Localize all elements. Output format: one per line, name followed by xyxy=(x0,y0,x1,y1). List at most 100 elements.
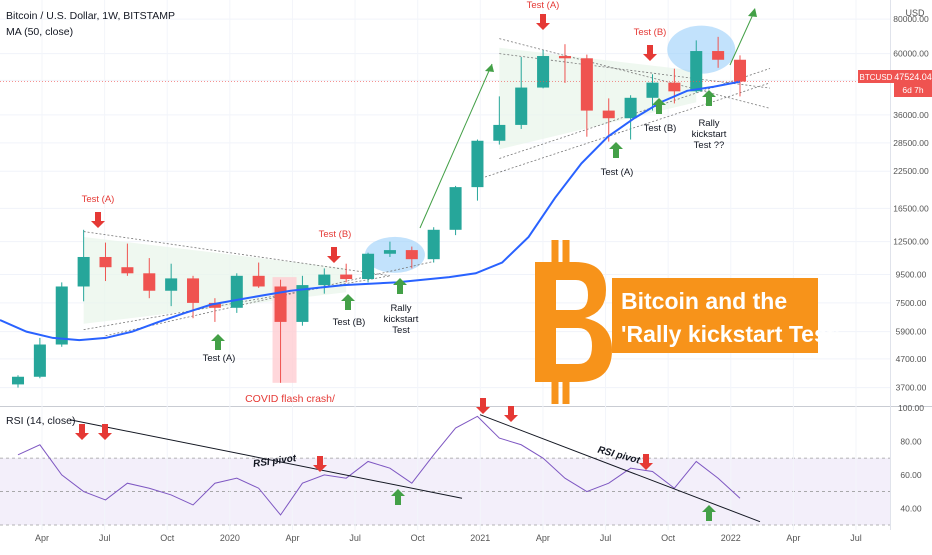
rsi-red-arrow-icon xyxy=(476,398,490,414)
candle-body xyxy=(143,273,156,291)
price-tick-label: 28500.00 xyxy=(893,138,929,148)
rsi-pivot-line-2 xyxy=(479,414,761,523)
price-tick-label: 9500.00 xyxy=(896,270,927,280)
annotation-rally-2021-l2: kickstart xyxy=(692,129,727,140)
candle-body xyxy=(33,344,46,377)
price-tick-label: 4700.00 xyxy=(896,354,927,364)
green-arrow-icon xyxy=(211,334,225,350)
rsi-tick-label: 100.00 xyxy=(898,403,924,413)
annotation-test-b-bottom-2021: Test (B) xyxy=(644,123,677,134)
annotation-rally-2020-l1: Rally xyxy=(390,303,411,314)
annotation-test-a-top-2021: Test (A) xyxy=(527,0,560,11)
rsi-red-arrow-icon xyxy=(639,454,653,470)
red-arrow-icon xyxy=(643,45,657,61)
candle-body xyxy=(449,187,462,230)
price-tick-label: 3700.00 xyxy=(896,383,927,393)
red-arrow-icon xyxy=(327,247,341,263)
banner-line-2: 'Rally kickstart Test' xyxy=(621,321,840,347)
price-tick-label: 12500.00 xyxy=(893,237,929,247)
chart-title: Bitcoin / U.S. Dollar, 1W, BITSTAMP xyxy=(6,10,175,22)
candle-body xyxy=(252,275,265,287)
projection-arrow-head-icon xyxy=(748,8,757,17)
channel-top-2019 xyxy=(83,231,390,277)
green-arrow-icon xyxy=(609,142,623,158)
candle-body xyxy=(296,285,309,322)
channel-lower-2019 xyxy=(105,261,434,337)
candle-body xyxy=(427,229,440,260)
ma-legend: MA (50, close) xyxy=(6,26,73,38)
candle-body xyxy=(274,286,287,322)
green-arrow-icon xyxy=(702,90,716,106)
x-tick-label: Jul xyxy=(600,533,612,543)
annotation-rally-2020-l3: Test xyxy=(392,325,410,336)
price-tick-label: 60000.00 xyxy=(893,49,929,59)
annotation-test-a-bottom-2019: Test (A) xyxy=(203,353,236,364)
candle-body xyxy=(99,256,112,268)
price-tick-label: 5900.00 xyxy=(896,327,927,337)
candle-body xyxy=(187,278,200,303)
candle-body xyxy=(318,274,331,286)
candle-body xyxy=(471,140,484,188)
candle-body xyxy=(602,110,615,119)
candle-body xyxy=(362,253,375,280)
candle-body xyxy=(624,97,637,119)
projection-arrow-2020 xyxy=(419,63,493,229)
dome-2020 xyxy=(364,236,425,273)
x-tick-label: Apr xyxy=(285,533,299,543)
x-tick-label: Oct xyxy=(411,533,426,543)
rsi-red-arrow-icon xyxy=(75,424,89,440)
x-tick-label: Oct xyxy=(160,533,175,543)
candle-body xyxy=(11,376,25,385)
x-tick-label: Jul xyxy=(850,533,862,543)
x-tick-label: 2022 xyxy=(721,533,741,543)
candle-body xyxy=(405,250,418,260)
x-tick-label: 2020 xyxy=(220,533,240,543)
price-tag xyxy=(894,70,932,97)
candle-body xyxy=(340,274,353,280)
rsi-line xyxy=(17,415,741,516)
candle-body xyxy=(77,256,90,287)
green-arrow-icon xyxy=(393,278,407,294)
rsi-green-arrow-icon xyxy=(702,505,716,521)
rsi-tick-label: 60.00 xyxy=(900,470,922,480)
rsi-tick-label: 80.00 xyxy=(900,436,922,446)
rsi-red-arrow-icon xyxy=(504,406,518,422)
candle-body xyxy=(493,124,506,141)
candle-body xyxy=(515,87,528,125)
candle-body xyxy=(668,82,681,92)
price-tag-countdown: 6d 7h xyxy=(902,85,924,95)
candle-body xyxy=(208,302,221,308)
symbol-tag-label: BTCUSD xyxy=(860,73,893,82)
candle-body xyxy=(537,56,550,88)
green-arrow-icon xyxy=(652,98,666,114)
x-tick-label: Apr xyxy=(35,533,49,543)
x-tick-label: 2021 xyxy=(470,533,490,543)
x-tick-label: Apr xyxy=(786,533,800,543)
price-tick-label: 80000.00 xyxy=(893,14,929,24)
candle-body xyxy=(55,286,68,345)
annotation-test-b-bottom-2020: Test (B) xyxy=(333,317,366,328)
annotation-covid-crash: COVID flash crash/ xyxy=(245,393,335,405)
candle-body xyxy=(712,51,725,60)
projection-arrow-head-icon xyxy=(485,64,494,72)
candle-body xyxy=(733,59,747,82)
rsi-tick-label: 40.00 xyxy=(900,503,922,513)
rsi-green-arrow-icon xyxy=(391,489,405,505)
annotation-test-b-top-2021: Test (B) xyxy=(634,27,667,38)
candles xyxy=(11,36,747,388)
annotation-test-a-top-2019: Test (A) xyxy=(82,194,115,205)
price-tick-label: 22500.00 xyxy=(893,166,929,176)
candle-body xyxy=(383,250,396,254)
annotation-rally-2020-l2: kickstart xyxy=(384,314,419,325)
bitcoin-logo-icon xyxy=(535,240,612,404)
symbol-tag xyxy=(858,70,894,83)
banner-line-1: Bitcoin and the xyxy=(621,288,787,314)
annotation-test-a-bottom-2021: Test (A) xyxy=(601,167,634,178)
ma-line xyxy=(0,80,890,342)
channel-bottom-2021 xyxy=(499,68,771,159)
price-tick-label: 36000.00 xyxy=(893,110,929,120)
title-banner xyxy=(612,278,818,353)
annotation-rally-2021-l1: Rally xyxy=(698,118,719,129)
